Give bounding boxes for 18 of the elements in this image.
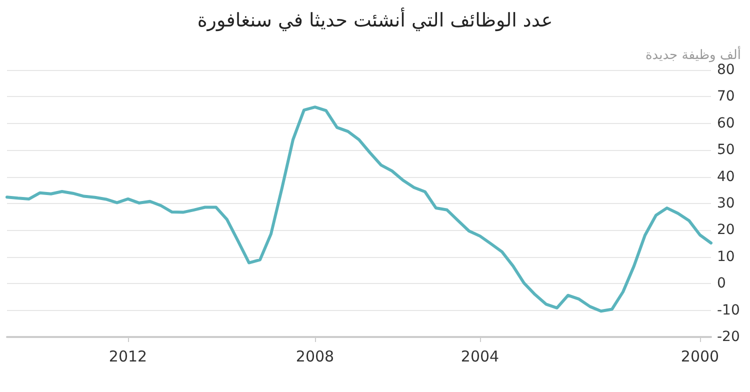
y-tick-label: 30 xyxy=(717,196,735,212)
chart-title: عدد الوظائف التي أنشئت حديثا في سنغافورة xyxy=(197,8,553,32)
y-tick-label: 60 xyxy=(717,115,735,132)
line-series xyxy=(6,106,712,313)
x-tick-label: 2004 xyxy=(460,348,500,366)
y-tick-label: 50 xyxy=(717,142,735,158)
x-tick-label: 2012 xyxy=(108,348,148,366)
y-tick-label: 20 xyxy=(717,222,735,238)
y-tick-label: -10 xyxy=(717,302,740,318)
x-tick-label: 2000 xyxy=(680,348,720,366)
y-tick-label: 40 xyxy=(717,168,735,185)
y-tick-label: 80 xyxy=(717,62,735,78)
y-tick-label: 70 xyxy=(717,88,735,105)
y-tick-label: -20 xyxy=(717,329,740,345)
y-tick-label: 10 xyxy=(717,248,735,265)
y-axis-title: ألف وظيفة جديدة xyxy=(645,46,741,63)
x-tick-label: 2008 xyxy=(296,348,334,366)
y-tick-label: 0 xyxy=(717,276,726,292)
